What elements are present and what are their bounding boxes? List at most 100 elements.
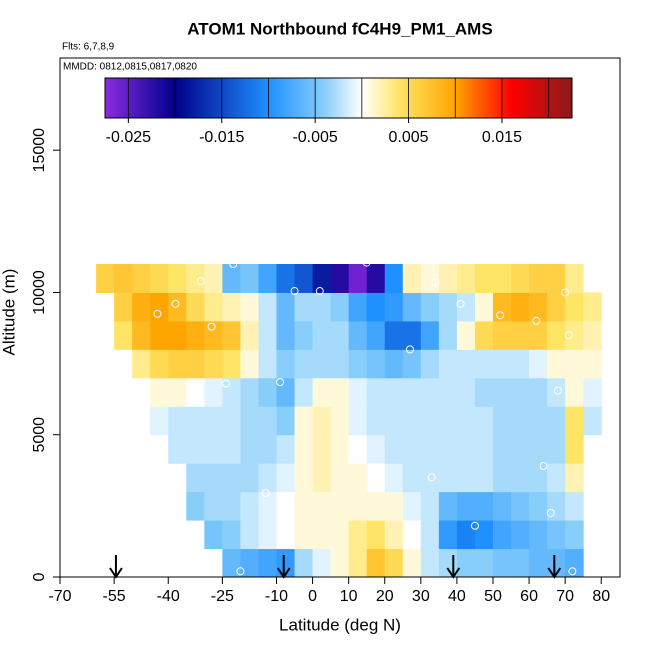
heat-cell [402,491,422,521]
heat-cell [511,320,530,350]
x-tick-label: 0 [308,588,317,605]
heat-cell [529,491,548,521]
heat-cell [204,491,223,521]
colorbar-tick-label: 0.015 [482,129,522,146]
heat-cell [240,377,259,407]
heat-cell [547,434,566,464]
heat-cell [511,292,530,322]
heat-cell [438,548,458,578]
heat-cell [438,320,458,350]
heat-cell [492,320,512,350]
heat-cell [114,264,133,293]
heat-cell [330,463,350,493]
heat-cell [529,434,548,464]
heat-cell [547,548,566,578]
sample-point [539,462,548,471]
heat-cell [547,292,566,322]
sample-point [171,299,180,308]
heat-cell [366,491,386,521]
heat-cell [312,264,332,293]
heat-cell [312,320,332,350]
heat-cell [330,548,350,578]
x-tick-label: 40 [448,588,466,605]
heat-cell [150,377,169,407]
x-tick-label: -70 [48,588,71,605]
heat-cell [547,377,566,407]
heat-cell [492,264,512,293]
heat-cell [492,434,512,464]
heat-cell [348,548,368,578]
heat-cell [565,349,584,379]
heat-cell [258,264,277,293]
colorbar-tick-label: 0.005 [389,129,429,146]
sample-point [221,379,230,388]
heat-cell [312,349,332,379]
heat-cell [276,320,296,350]
heat-cell [456,377,476,407]
sample-point [532,316,541,325]
heat-cell [511,434,530,464]
heat-cell [348,349,368,379]
sample-point [431,278,440,287]
flights-note: Flts: 6,7,8,9 [62,42,115,53]
heat-cell [204,406,223,436]
heat-cell [150,264,169,293]
x-tick-label: 60 [520,588,538,605]
heat-cell [402,406,422,436]
heat-cell [276,491,296,521]
heat-cell [547,406,566,436]
heat-cell [547,520,566,550]
heat-cell [222,377,241,407]
heat-cell [565,377,584,407]
heat-cell [456,349,476,379]
heat-cell [474,320,494,350]
heat-cell [186,491,205,521]
heat-cell [132,292,151,322]
heat-cell [384,349,404,379]
heat-cell [583,377,602,407]
sample-point [261,489,270,498]
heat-cell [204,463,223,493]
heat-cell [547,463,566,493]
heat-cell [565,292,584,322]
heat-cell [420,264,440,293]
sample-point [290,287,299,296]
heat-cell [402,377,422,407]
heat-cell [583,320,602,350]
y-axis-label: Altitude (m) [0,269,18,356]
heat-cell [565,548,584,578]
heat-cell [222,292,241,322]
heat-cell [402,264,422,293]
plot-frame [59,57,621,578]
y-tick-label: 5000 [31,417,48,453]
heat-cell [222,548,241,578]
heat-cell [150,292,169,322]
heat-cell [276,463,296,493]
heat-cell [492,548,512,578]
heat-cell [204,292,223,322]
heat-cell [330,434,350,464]
heat-cell [222,434,241,464]
heat-cell [583,406,602,436]
heat-cell [258,377,277,407]
sample-point [568,567,577,576]
heat-cell [240,320,259,350]
heat-cell [366,349,386,379]
heat-cell [114,320,133,350]
heat-cell [348,377,368,407]
heat-cell [438,463,458,493]
heat-cell [276,264,296,293]
heat-cell [276,292,296,322]
x-axis-label: Latitude (deg N) [279,615,401,634]
sample-point [546,508,555,517]
heat-cell [474,264,494,293]
sample-point [236,567,245,576]
overlay [109,258,577,579]
y-tick-label: 0 [31,572,48,581]
heat-cell [402,434,422,464]
heat-cell [384,548,404,578]
heat-cell [330,377,350,407]
heat-cell [240,292,259,322]
heat-cell [294,320,314,350]
heat-cell [294,491,314,521]
